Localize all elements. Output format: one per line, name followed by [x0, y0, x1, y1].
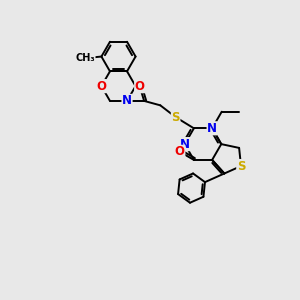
- Text: O: O: [135, 80, 145, 93]
- Text: O: O: [175, 145, 185, 158]
- Text: S: S: [237, 160, 245, 172]
- Text: S: S: [171, 111, 180, 124]
- Text: N: N: [207, 122, 217, 135]
- Text: N: N: [122, 94, 132, 107]
- Text: N: N: [180, 138, 190, 151]
- Text: O: O: [96, 80, 106, 93]
- Text: CH₃: CH₃: [75, 53, 95, 63]
